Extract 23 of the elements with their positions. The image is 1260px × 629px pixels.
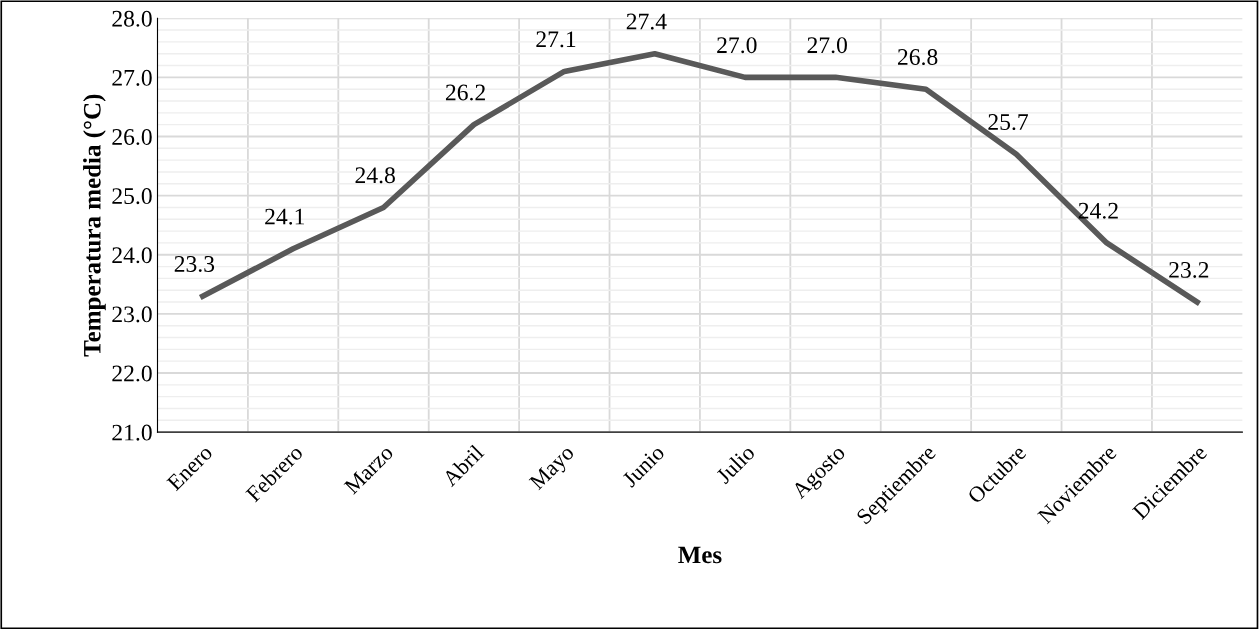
data-label: 27.1 [536, 31, 576, 48]
x-axis-title: Mes [678, 546, 722, 564]
x-tick-label: Julio [714, 443, 756, 485]
y-tick-label: 25.0 [112, 188, 152, 205]
data-label: 24.8 [355, 167, 395, 184]
data-label: 24.2 [1078, 202, 1118, 219]
y-tick-label: 22.0 [112, 365, 152, 382]
data-label: 25.7 [988, 114, 1028, 131]
y-tick-label: 26.0 [112, 128, 152, 146]
data-label: 26.8 [897, 49, 938, 66]
data-label: 27.0 [807, 37, 847, 54]
data-label: 26.2 [445, 84, 485, 101]
data-label: 27.0 [717, 37, 757, 54]
data-label: 24.1 [265, 208, 305, 225]
data-label: 23.2 [1169, 261, 1209, 278]
y-tick-label: 21.0 [112, 424, 152, 441]
data-label: 27.4 [626, 13, 667, 30]
y-tick-label: 27.0 [112, 69, 152, 86]
data-label: 23.3 [174, 256, 215, 272]
y-axis-title: Temperatura media (°C) [83, 94, 106, 357]
y-tick-label: 28.0 [112, 10, 152, 27]
y-tick-label: 23.0 [112, 306, 152, 323]
y-tick-label: 24.0 [112, 247, 152, 264]
